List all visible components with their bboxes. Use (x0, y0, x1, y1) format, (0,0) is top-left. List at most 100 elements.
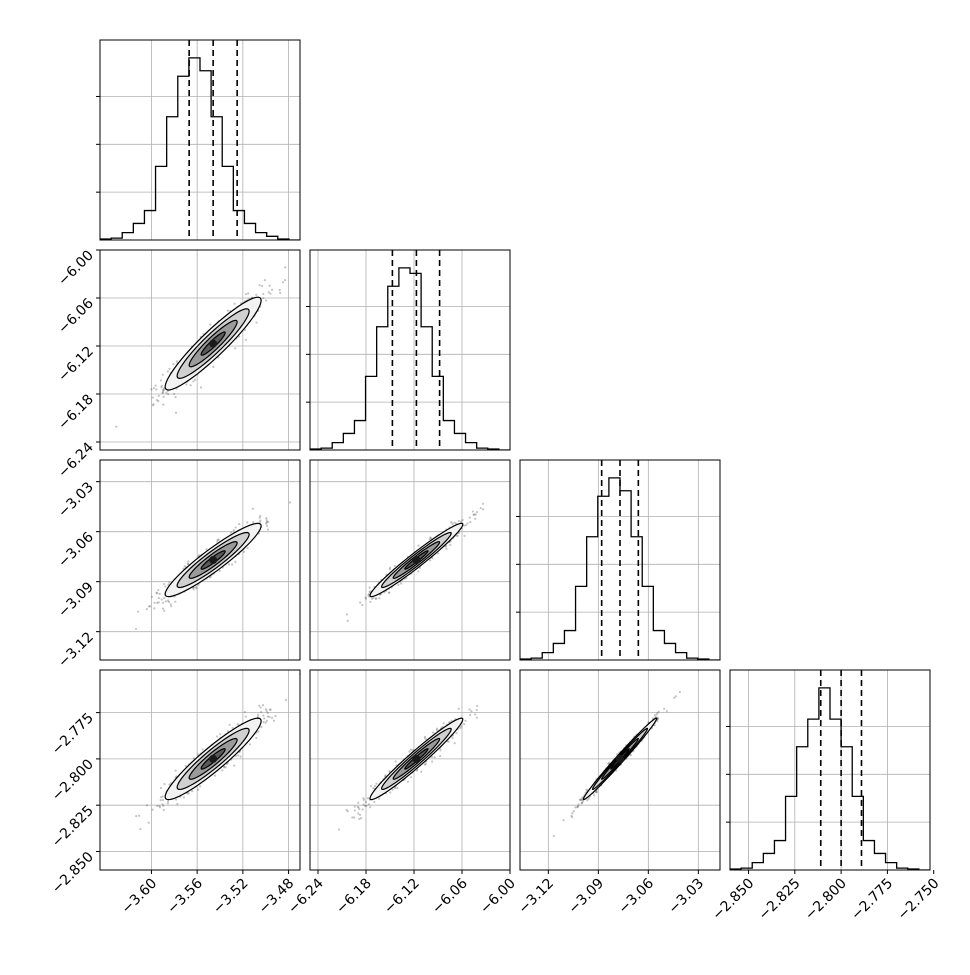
scatter-point (156, 601, 159, 605)
scatter-point (360, 817, 363, 820)
scatter-point (248, 743, 252, 746)
contour-core (616, 754, 624, 763)
panel-3-0: −3.60 −3.56 −3.52 −3.48−2.850−2.825−2.800−2… (49, 669, 301, 918)
scatter-point (450, 521, 453, 524)
scatter-point (205, 548, 208, 551)
scatter-point (162, 389, 165, 392)
scatter-point (155, 388, 158, 391)
x-tick-label-0-0: −3.60 (119, 876, 161, 918)
scatter-point (369, 600, 372, 603)
scatter-point (608, 761, 611, 764)
scatter-point (158, 592, 161, 596)
panel-0-0 (96, 39, 301, 241)
scatter-point (586, 799, 589, 802)
scatter-point (674, 695, 677, 698)
scatter-point (673, 696, 676, 699)
scatter-point (657, 717, 660, 720)
scatter-point (358, 807, 361, 811)
scatter-point (233, 302, 236, 305)
scatter-point (393, 564, 396, 568)
scatter-point (374, 597, 377, 600)
scatter-point (193, 378, 197, 381)
scatter-point (657, 710, 660, 713)
scatter-point (430, 755, 434, 759)
scatter-point (389, 566, 392, 570)
scatter-point (244, 715, 247, 718)
scatter-point (186, 562, 189, 565)
scatter-point (284, 699, 288, 702)
scatter-point (184, 764, 187, 768)
scatter-point (472, 513, 475, 516)
scatter-point (162, 395, 165, 398)
scatter-point (265, 522, 268, 525)
scatter-point (201, 748, 204, 751)
scatter-point (473, 513, 476, 516)
scatter-point (368, 590, 371, 593)
scatter-point (176, 802, 179, 806)
scatter-point (468, 516, 471, 519)
scatter-point (629, 754, 632, 757)
x-tick-label-3-3: −2.775 (848, 876, 896, 924)
scatter-point (153, 601, 156, 604)
scatter-point (162, 582, 166, 586)
scatter-point (364, 800, 367, 804)
histogram-2 (520, 477, 720, 660)
scatter-point (238, 522, 241, 526)
scatter-point (224, 766, 227, 769)
scatter-point (174, 600, 177, 603)
scatter-point (256, 713, 260, 716)
scatter-point (265, 516, 268, 520)
scatter-point (150, 595, 154, 598)
scatter-point (476, 704, 479, 708)
scatter-point (217, 538, 220, 542)
scatter-point (189, 384, 192, 387)
scatter-point (221, 769, 224, 772)
scatter-point (156, 804, 159, 808)
x-tick-label-2-1: −3.09 (566, 876, 608, 918)
panel-frame (309, 459, 511, 661)
scatter-point (153, 607, 156, 610)
scatter-point (459, 726, 462, 730)
x-tick-label-3-4: −2.750 (895, 876, 943, 924)
scatter-point (264, 708, 268, 711)
scatter-point (453, 742, 456, 745)
x-tick-label-2-0: −3.12 (516, 876, 558, 918)
scatter-point (409, 748, 412, 751)
scatter-point (431, 731, 435, 734)
scatter-point (353, 805, 356, 808)
scatter-point (678, 690, 681, 694)
scatter-point (160, 796, 163, 799)
scatter-point (607, 762, 610, 765)
contour-core (209, 339, 218, 348)
contours-3-0 (164, 717, 262, 801)
scatter-point (346, 619, 349, 622)
scatter-point (479, 506, 482, 510)
scatter-point (228, 723, 231, 727)
scatter-point (257, 730, 260, 733)
scatter-point (439, 749, 442, 752)
scatter-point (159, 786, 163, 790)
scatter-point (161, 798, 165, 802)
scatter-point (562, 819, 565, 822)
scatter-point (266, 715, 269, 718)
scatter-point (368, 586, 371, 589)
scatter-point (469, 713, 472, 717)
scatter-point (256, 715, 259, 718)
scatter-point (135, 815, 138, 818)
scatter-point (174, 798, 178, 801)
panel-3-1: −6.24 −6.18 −6.12 −6.06 −6.00 (285, 669, 519, 917)
scatter-point (209, 323, 212, 326)
scatter-point (266, 528, 270, 531)
scatter-point (462, 524, 466, 527)
scatter-point (469, 520, 472, 524)
scatter-point (375, 782, 378, 785)
scatter-point (208, 576, 212, 579)
scatter-point (576, 805, 580, 808)
scatter-point (345, 808, 348, 812)
scatter-point (367, 594, 370, 597)
scatter-point (577, 803, 580, 806)
scatter-point (439, 754, 442, 758)
scatter-point (433, 756, 436, 759)
panel-3-2: −3.12 −3.09 −3.06 −3.03 (516, 669, 721, 918)
scatter-point (447, 740, 450, 743)
